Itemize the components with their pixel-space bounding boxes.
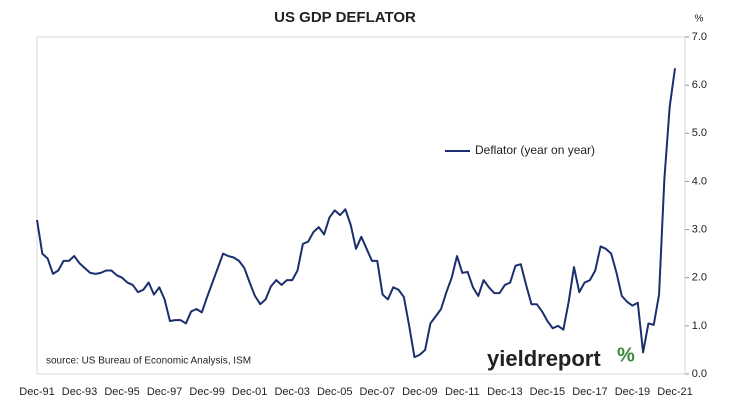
x-tick-label: Dec-05 — [317, 386, 352, 398]
x-tick-label: Dec-95 — [104, 386, 139, 398]
y-tick-label: 1.0 — [692, 320, 707, 332]
y-unit: % — [695, 14, 704, 25]
x-tick-label: Dec-07 — [360, 386, 395, 398]
y-tick-label: 5.0 — [692, 127, 707, 139]
data-line — [36, 68, 676, 359]
y-tick-label: 3.0 — [692, 223, 707, 235]
y-tick-label: 2.0 — [692, 272, 707, 284]
x-tick-label: Dec-93 — [62, 386, 97, 398]
chart-title: US GDP DEFLATOR — [274, 9, 416, 26]
x-tick-label: Dec-17 — [572, 386, 607, 398]
logo: yieldreport — [487, 346, 601, 371]
x-tick-label: Dec-03 — [274, 386, 309, 398]
plot-frame — [36, 36, 686, 375]
x-tick-label: Dec-97 — [147, 386, 182, 398]
x-tick-label: Dec-01 — [232, 386, 267, 398]
y-tick-label: 4.0 — [692, 175, 707, 187]
source-note: source: US Bureau of Economic Analysis, … — [46, 356, 251, 367]
x-tick-label: Dec-91 — [19, 386, 54, 398]
logo-symbol: % — [617, 344, 635, 366]
y-tick-label: 7.0 — [692, 31, 707, 43]
x-tick-label: Dec-21 — [657, 386, 692, 398]
y-tick-label: 0.0 — [692, 368, 707, 380]
legend-label: Deflator (year on year) — [475, 143, 595, 157]
x-tick-label: Dec-11 — [445, 386, 480, 398]
y-tick-label: 6.0 — [692, 79, 707, 91]
x-tick-label: Dec-15 — [530, 386, 565, 398]
x-tick-label: Dec-19 — [615, 386, 650, 398]
x-tick-label: Dec-99 — [189, 386, 224, 398]
x-tick-label: Dec-13 — [487, 386, 522, 398]
x-tick-label: Dec-09 — [402, 386, 437, 398]
